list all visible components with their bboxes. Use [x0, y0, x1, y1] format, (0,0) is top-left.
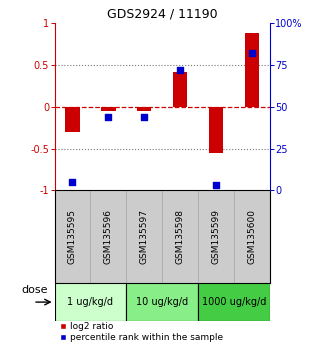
- Bar: [173, 72, 187, 107]
- Text: 10 ug/kg/d: 10 ug/kg/d: [136, 297, 188, 307]
- Text: GSM135596: GSM135596: [104, 210, 113, 264]
- Bar: [126, 284, 198, 321]
- Text: 1 ug/kg/d: 1 ug/kg/d: [67, 297, 113, 307]
- Bar: [198, 284, 270, 321]
- Point: [106, 114, 111, 120]
- Legend: log2 ratio, percentile rank within the sample: log2 ratio, percentile rank within the s…: [59, 322, 223, 342]
- Bar: [65, 107, 80, 132]
- Point: [178, 67, 183, 73]
- Text: GSM135599: GSM135599: [211, 210, 221, 264]
- Bar: [245, 33, 259, 107]
- Bar: [137, 107, 152, 111]
- Point: [249, 50, 254, 56]
- Bar: [101, 107, 116, 111]
- Title: GDS2924 / 11190: GDS2924 / 11190: [107, 7, 217, 21]
- Point: [70, 179, 75, 185]
- Bar: [209, 107, 223, 153]
- Point: [142, 114, 147, 120]
- Bar: [55, 284, 126, 321]
- Text: dose: dose: [22, 285, 48, 295]
- Text: GSM135595: GSM135595: [68, 210, 77, 264]
- Text: GSM135598: GSM135598: [176, 210, 185, 264]
- Text: GSM135600: GSM135600: [247, 210, 256, 264]
- Text: 1000 ug/kg/d: 1000 ug/kg/d: [202, 297, 266, 307]
- Text: GSM135597: GSM135597: [140, 210, 149, 264]
- Point: [213, 183, 218, 188]
